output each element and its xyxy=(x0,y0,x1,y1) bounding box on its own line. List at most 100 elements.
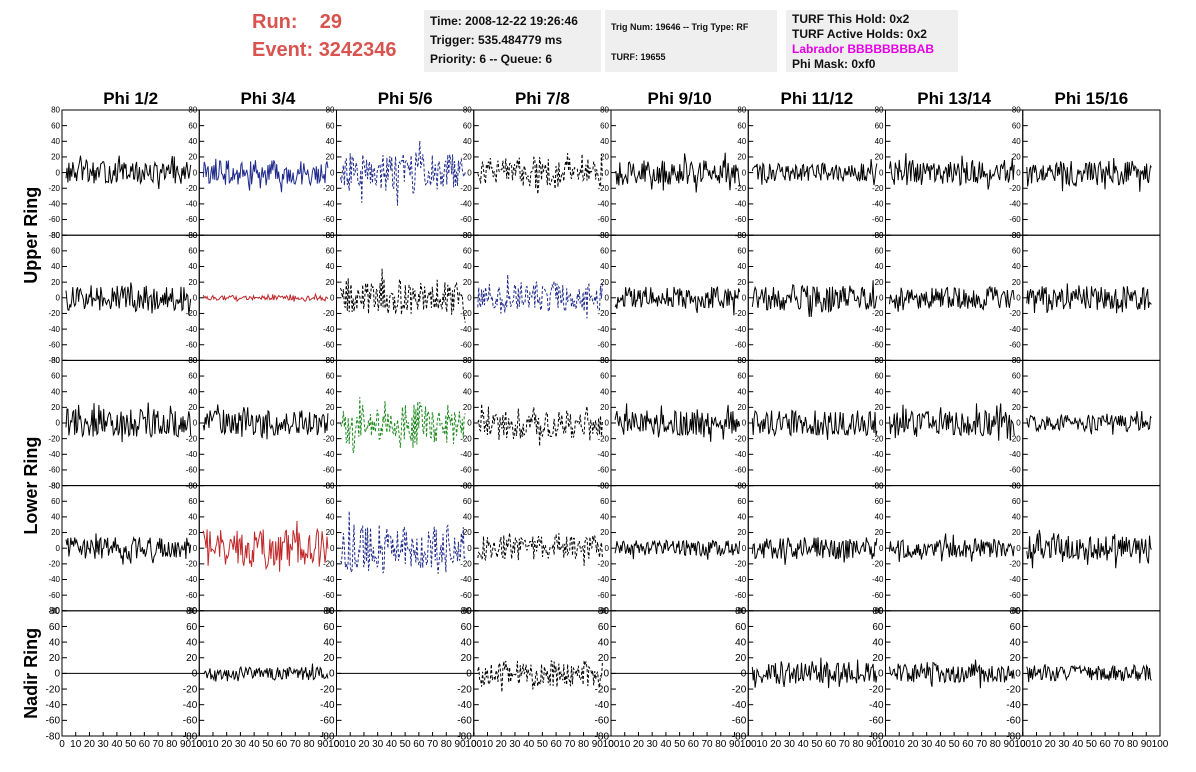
y-tick-label: -60 xyxy=(323,591,335,600)
y-tick-label: 20 xyxy=(463,528,472,537)
waveform-trace xyxy=(889,403,1015,441)
y-tick-label: 80 xyxy=(186,606,198,617)
y-tick-label: 0 xyxy=(56,293,61,302)
x-tick-label: 10 xyxy=(345,739,357,750)
y-tick-label: -40 xyxy=(323,575,335,584)
y-tick-label: -40 xyxy=(186,450,198,459)
x-tick-label: 90 xyxy=(592,739,604,750)
y-tick-label: 80 xyxy=(737,231,746,240)
y-tick-label: -40 xyxy=(595,700,610,711)
y-tick-label: -20 xyxy=(1009,434,1021,443)
x-tick-label: 40 xyxy=(935,739,947,750)
y-tick-label: -60 xyxy=(735,591,747,600)
y-tick-label: 0 xyxy=(467,544,472,553)
y-tick-label: -40 xyxy=(869,700,884,711)
y-tick-label: -40 xyxy=(735,450,747,459)
x-tick-label: 0 xyxy=(1020,739,1026,750)
y-tick-label: 0 xyxy=(742,544,747,553)
y-tick-label: 60 xyxy=(51,372,60,381)
x-tick-label: 60 xyxy=(825,739,837,750)
y-tick-label: 40 xyxy=(1012,387,1021,396)
y-tick-label: 40 xyxy=(51,262,60,271)
waveform-trace xyxy=(202,520,329,572)
waveform-trace xyxy=(889,285,1015,312)
y-tick-label: 60 xyxy=(326,121,335,130)
waveform-trace xyxy=(889,659,1015,689)
y-tick-label: -40 xyxy=(597,325,609,334)
x-tick-label: 100 xyxy=(328,739,345,750)
y-tick-label: 20 xyxy=(875,278,884,287)
x-tick-label: 10 xyxy=(482,739,494,750)
x-tick-label: 30 xyxy=(647,739,659,750)
y-tick-label: -60 xyxy=(872,215,884,224)
y-tick-label: 0 xyxy=(878,669,884,680)
y-tick-label: -60 xyxy=(48,591,60,600)
y-tick-label: -80 xyxy=(1006,731,1021,742)
y-tick-label: -60 xyxy=(869,716,884,727)
waveform-trace xyxy=(751,280,878,318)
y-tick-label: -60 xyxy=(48,466,60,475)
y-tick-label: 60 xyxy=(1012,121,1021,130)
y-tick-label: 0 xyxy=(193,293,198,302)
y-tick-label: -20 xyxy=(186,184,198,193)
y-tick-label: -60 xyxy=(872,340,884,349)
run-label: Run: xyxy=(252,11,298,33)
y-tick-label: -20 xyxy=(1009,560,1021,569)
waveform-trace xyxy=(340,511,466,574)
y-tick-label: -20 xyxy=(457,684,472,695)
y-tick-label: 60 xyxy=(49,622,61,633)
y-tick-label: 20 xyxy=(875,153,884,162)
waveform-trace xyxy=(477,274,603,319)
y-tick-label: 80 xyxy=(875,356,884,365)
y-tick-label: 40 xyxy=(600,513,609,522)
y-tick-label: -80 xyxy=(320,731,335,742)
x-tick-label: 0 xyxy=(608,739,614,750)
waveform-trace xyxy=(202,292,329,303)
x-tick-label: 40 xyxy=(798,739,810,750)
y-tick-label: -60 xyxy=(460,340,472,349)
y-tick-label: -20 xyxy=(46,684,61,695)
y-tick-label: 20 xyxy=(323,653,335,664)
x-tick-label: 0 xyxy=(745,739,751,750)
waveform-trace xyxy=(65,402,192,443)
y-tick-label: 80 xyxy=(600,231,609,240)
y-tick-label: -40 xyxy=(735,575,747,584)
y-tick-label: 60 xyxy=(737,497,746,506)
y-tick-label: 80 xyxy=(735,606,747,617)
y-tick-label: 20 xyxy=(326,403,335,412)
waveform-trace xyxy=(477,403,603,447)
y-tick-label: 20 xyxy=(735,653,747,664)
waveform-trace xyxy=(751,537,878,565)
y-tick-label: 60 xyxy=(463,247,472,256)
waveform-trace xyxy=(65,155,192,190)
x-tick-label: 70 xyxy=(976,739,988,750)
y-tick-label: -40 xyxy=(460,200,472,209)
y-tick-label: -60 xyxy=(732,716,747,727)
x-tick-label: 10 xyxy=(756,739,768,750)
y-tick-label: 40 xyxy=(735,637,747,648)
y-tick-label: -20 xyxy=(1009,309,1021,318)
y-tick-label: 40 xyxy=(737,387,746,396)
y-tick-label: 80 xyxy=(600,106,609,115)
y-tick-label: -40 xyxy=(1009,325,1021,334)
y-tick-label: 80 xyxy=(1012,356,1021,365)
y-tick-label: -60 xyxy=(48,215,60,224)
y-tick-label: -40 xyxy=(186,325,198,334)
y-tick-label: 80 xyxy=(461,606,473,617)
x-tick-label: 90 xyxy=(1003,739,1015,750)
x-tick-label: 90 xyxy=(180,739,192,750)
y-tick-label: -20 xyxy=(872,434,884,443)
y-tick-label: -20 xyxy=(323,309,335,318)
x-tick-label: 100 xyxy=(465,739,482,750)
y-tick-label: 80 xyxy=(737,356,746,365)
column-title: Phi 3/4 xyxy=(240,89,295,108)
x-tick-label: 60 xyxy=(139,739,151,750)
y-tick-label: -20 xyxy=(323,184,335,193)
waveform-trace xyxy=(1026,410,1152,435)
y-tick-label: 80 xyxy=(463,481,472,490)
x-tick-label: 70 xyxy=(290,739,302,750)
y-tick-label: -80 xyxy=(732,731,747,742)
column-title: Phi 1/2 xyxy=(103,89,158,108)
y-tick-label: 20 xyxy=(737,278,746,287)
waveform-trace xyxy=(614,403,741,442)
